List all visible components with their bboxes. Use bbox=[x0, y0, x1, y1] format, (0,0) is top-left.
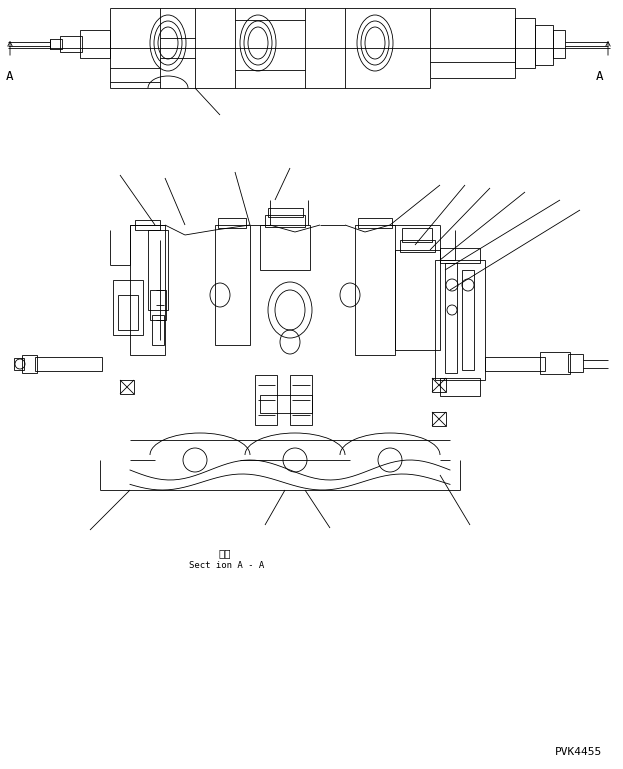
Bar bbox=[462, 270, 474, 370]
Bar bbox=[568, 354, 583, 372]
Text: 断面: 断面 bbox=[219, 548, 231, 558]
Bar bbox=[215, 225, 250, 345]
Bar bbox=[22, 355, 37, 373]
Bar bbox=[358, 218, 392, 228]
Bar bbox=[400, 240, 435, 252]
Bar bbox=[445, 263, 457, 373]
Text: PVK4455: PVK4455 bbox=[554, 747, 602, 757]
Bar bbox=[260, 395, 312, 413]
Bar bbox=[135, 220, 160, 230]
Bar bbox=[218, 218, 246, 228]
Bar bbox=[60, 36, 82, 52]
Bar bbox=[50, 39, 62, 49]
Bar bbox=[14, 358, 24, 370]
Bar bbox=[290, 375, 312, 425]
Bar bbox=[485, 357, 545, 371]
Bar bbox=[113, 280, 143, 335]
Bar bbox=[535, 25, 553, 65]
Bar bbox=[515, 18, 535, 68]
Bar bbox=[265, 215, 305, 227]
Bar bbox=[268, 208, 303, 217]
Bar bbox=[148, 230, 168, 310]
Bar bbox=[255, 375, 277, 425]
Bar bbox=[260, 225, 310, 270]
Bar bbox=[432, 378, 446, 392]
Text: Sect ion A - A: Sect ion A - A bbox=[189, 561, 265, 571]
Bar bbox=[118, 295, 138, 330]
Bar bbox=[402, 228, 432, 242]
Bar bbox=[395, 250, 440, 350]
Bar bbox=[130, 225, 165, 355]
Bar bbox=[120, 380, 134, 394]
Bar bbox=[440, 378, 480, 396]
Bar bbox=[355, 225, 395, 355]
Bar bbox=[553, 30, 565, 58]
Bar bbox=[150, 290, 166, 320]
Bar bbox=[152, 315, 164, 345]
Bar bbox=[440, 248, 480, 263]
Bar bbox=[80, 30, 110, 58]
Bar bbox=[540, 352, 570, 374]
Bar bbox=[435, 260, 485, 380]
Text: A: A bbox=[596, 69, 604, 82]
Bar bbox=[35, 357, 102, 371]
Text: A: A bbox=[6, 69, 14, 82]
Bar bbox=[432, 412, 446, 426]
